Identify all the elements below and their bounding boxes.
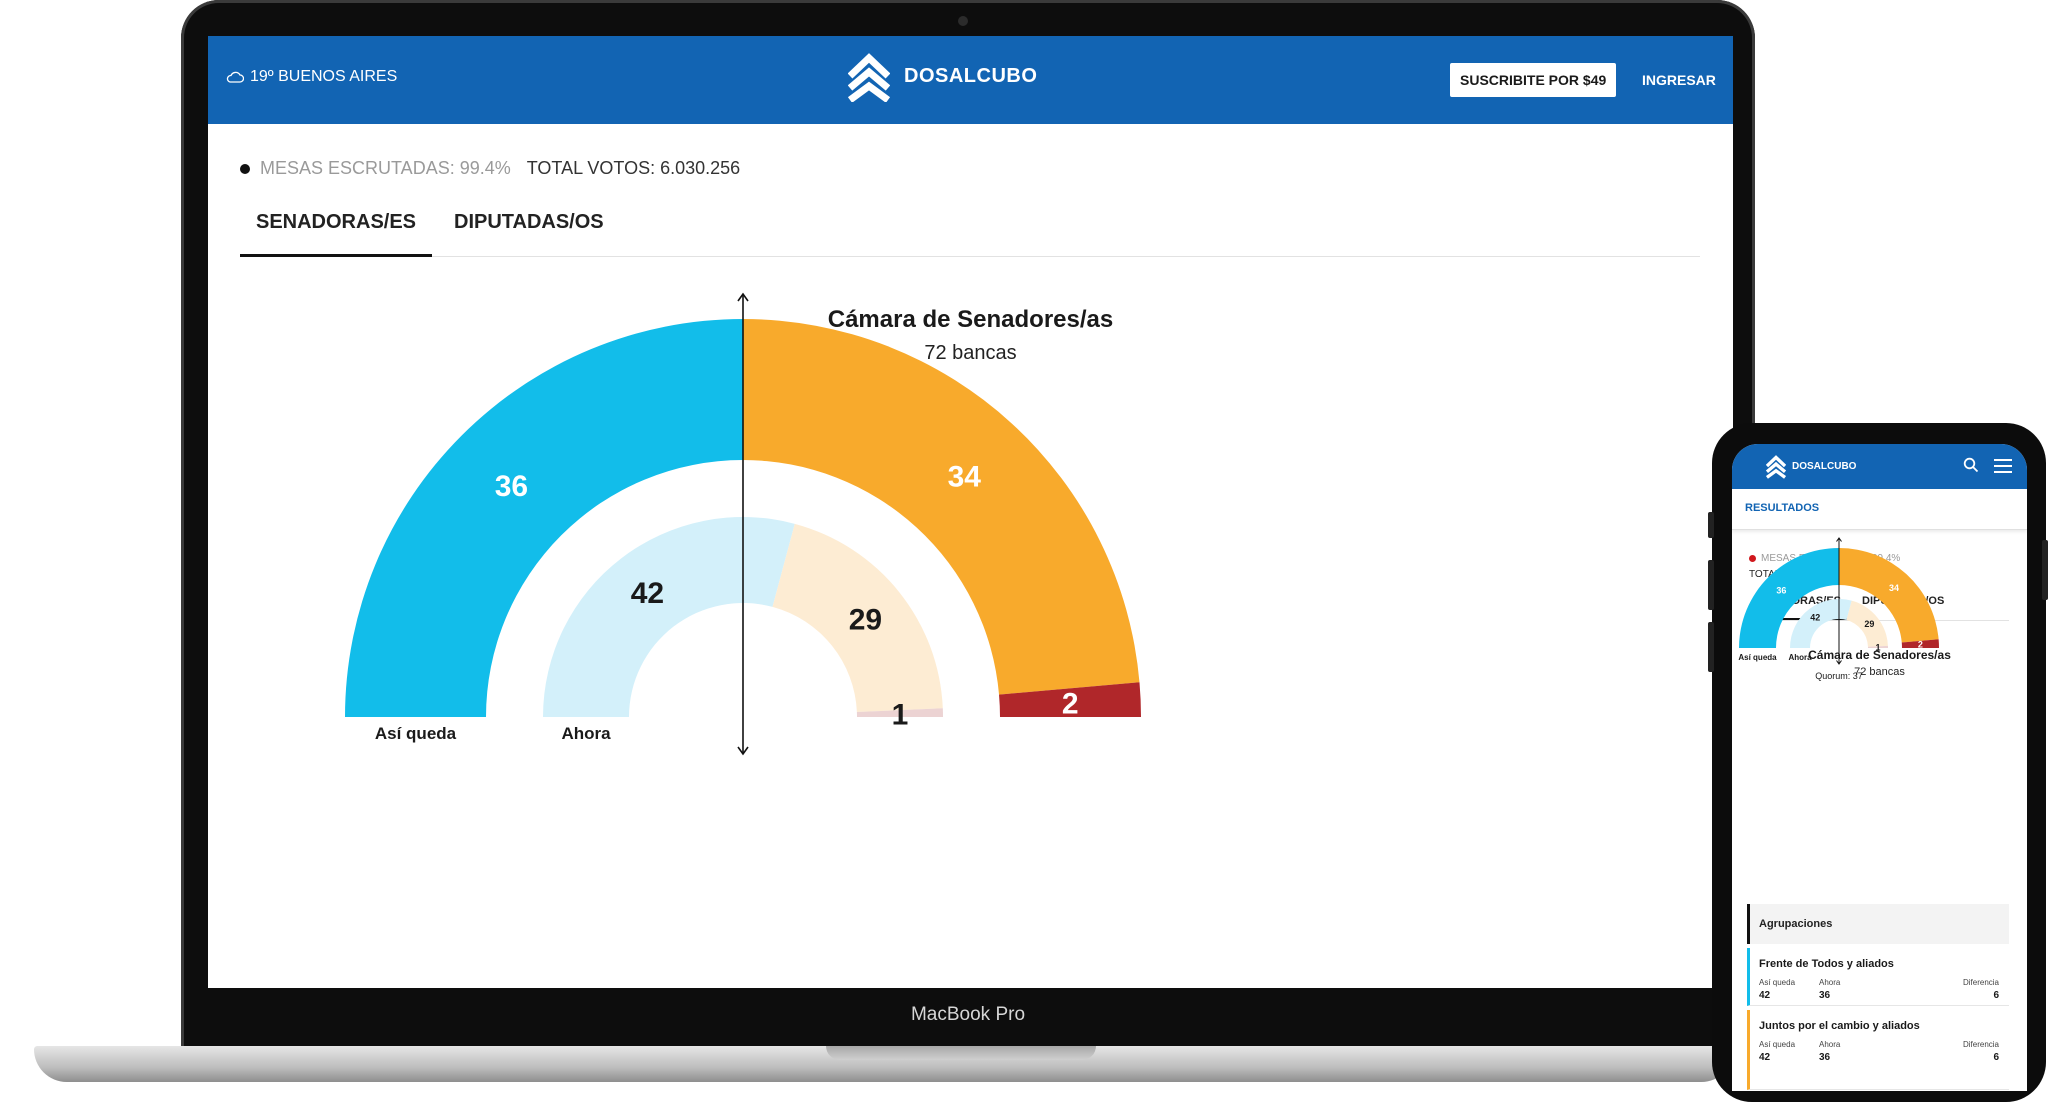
inner-ring-value: 42 (631, 577, 664, 610)
col-label-now: Ahora (1819, 978, 1841, 987)
outer-ring-segment[interactable] (1739, 548, 1839, 648)
outer-ring-segment[interactable] (345, 319, 743, 717)
chamber-seats: 72 bancas (924, 342, 1017, 364)
laptop-camera (958, 16, 968, 26)
brand-logo[interactable]: DOSALCUBO (848, 50, 1037, 102)
tab-diputados[interactable]: DIPUTADAS/OS (454, 211, 604, 233)
site-header: 19º BUENOS AIRES DOSALCUBO SUSCRIBITE PO… (208, 36, 1733, 124)
outer-ring-value: 34 (1889, 583, 1899, 593)
arrow-up-icon (1836, 537, 1842, 542)
outer-ring-value: 2 (1062, 688, 1079, 721)
chamber-title: Cámara de Senadores/as (827, 306, 1114, 333)
party-row[interactable]: Frente de Todos y aliados Así queda Ahor… (1747, 948, 2009, 1006)
chamber-title: Cámara de Senadores/as (1808, 648, 1951, 662)
col-label-after: Así queda (1759, 978, 1796, 987)
value-diff: 6 (1993, 1052, 1999, 1063)
arrow-down-icon (1836, 660, 1842, 665)
mobile-brand-logo[interactable]: DOSALCUBO (1766, 453, 1856, 479)
inner-ring-value: 1 (892, 698, 909, 731)
mesas-escrutadas: MESAS ESCRUTADAS: 99.4% (260, 158, 511, 178)
chamber-seats: 72 bancas (1854, 666, 1905, 678)
arrow-down-icon (737, 746, 749, 756)
brand-name: DOSALCUBO (1792, 460, 1857, 472)
outer-ring-segment[interactable] (743, 319, 1140, 695)
inner-ring-value: 29 (1864, 619, 1874, 629)
value-now: 36 (1819, 1052, 1831, 1063)
party-name: Frente de Todos y aliados (1759, 958, 1894, 970)
groups-header: Agrupaciones (1759, 918, 1833, 930)
inner-ring-segment[interactable] (1790, 599, 1852, 648)
device-label: MacBook Pro (910, 1004, 1026, 1025)
groups-header-box (1747, 904, 2009, 944)
inner-ring-value: 29 (849, 604, 882, 637)
senate-chart: 36 34 2 Así queda 42 29 1 Ahora (345, 292, 1141, 756)
outer-ring-value: 36 (1776, 586, 1786, 596)
inner-ring-label: Ahora (561, 724, 611, 743)
outer-ring-segment[interactable] (1901, 639, 1939, 648)
outer-ring-label: Así queda (375, 724, 457, 743)
weather-text: 19º BUENOS AIRES (250, 68, 398, 85)
outer-ring-value: 36 (495, 470, 528, 503)
tab-senadores[interactable]: SENADORAS/ES (240, 204, 432, 257)
hamburger-menu-icon[interactable] (1994, 458, 2012, 474)
logo-mark-icon (1766, 455, 1786, 479)
outer-ring-segment[interactable] (999, 682, 1141, 717)
arrow-up-icon (737, 292, 749, 302)
search-icon[interactable] (1963, 457, 1979, 473)
inner-ring-value: 1 (1875, 642, 1880, 652)
inner-ring-segment[interactable] (1846, 600, 1888, 647)
phone-screen: DOSALCUBO RESULTADOS MESAS ESCRUTADAS: 9… (1732, 444, 2027, 1091)
col-label-diff: Diferencia (1962, 1040, 1999, 1049)
inner-ring-segment[interactable] (772, 523, 943, 713)
mobile-header: DOSALCUBO (1732, 444, 2027, 489)
party-row[interactable]: Juntos por el cambio y aliados Así queda… (1747, 1010, 2009, 1090)
outer-ring-value: 34 (948, 460, 982, 493)
inner-ring-value: 42 (1810, 612, 1820, 622)
brand-name: DOSALCUBO (904, 64, 1038, 87)
status-dot-icon (240, 163, 250, 174)
col-label-diff: Diferencia (1962, 978, 1999, 987)
inner-ring-segment[interactable] (856, 708, 943, 717)
login-link[interactable]: INGRESAR (1642, 72, 1716, 88)
mobile-nav-bar (1732, 489, 2027, 530)
value-after: 42 (1759, 990, 1771, 1001)
outer-ring-label: Así queda (1738, 653, 1777, 662)
inner-ring-segment[interactable] (1867, 645, 1888, 648)
value-after: 42 (1759, 1052, 1771, 1063)
chamber-tabs: SENADORAS/ES DIPUTADAS/OS (240, 204, 1700, 257)
inner-ring-label: Ahora (1788, 653, 1812, 662)
logo-mark-icon (848, 53, 890, 102)
cloud-icon (226, 71, 244, 83)
phone-side-button (1708, 622, 1714, 672)
total-votos: TOTAL VOTOS: 6.030.256 (526, 158, 741, 178)
col-label-now: Ahora (1819, 1040, 1841, 1049)
phone-side-button (1708, 560, 1714, 610)
outer-ring-value: 2 (1918, 640, 1923, 650)
party-name: Juntos por el cambio y aliados (1759, 1020, 1920, 1032)
value-now: 36 (1819, 990, 1831, 1001)
weather-widget: 19º BUENOS AIRES (226, 68, 397, 86)
value-diff: 6 (1993, 990, 1999, 1001)
count-status: MESAS ESCRUTADAS: 99.4% TOTAL VOTOS: 6.0… (240, 158, 740, 179)
col-label-after: Así queda (1759, 1040, 1796, 1049)
laptop-screen: 19º BUENOS AIRES DOSALCUBO SUSCRIBITE PO… (208, 36, 1733, 988)
laptop-notch (826, 1046, 1096, 1060)
outer-ring-segment[interactable] (1839, 548, 1939, 643)
nav-resultados[interactable]: RESULTADOS (1745, 502, 1820, 514)
inner-ring-segment[interactable] (543, 517, 795, 717)
phone-side-button (2042, 540, 2048, 600)
status-dot-icon (1749, 555, 1756, 562)
quorum-label: Quorum: 37 (1815, 671, 1863, 681)
subscribe-button[interactable]: SUSCRIBITE POR $49 (1450, 63, 1617, 97)
phone-side-button (1708, 512, 1714, 538)
